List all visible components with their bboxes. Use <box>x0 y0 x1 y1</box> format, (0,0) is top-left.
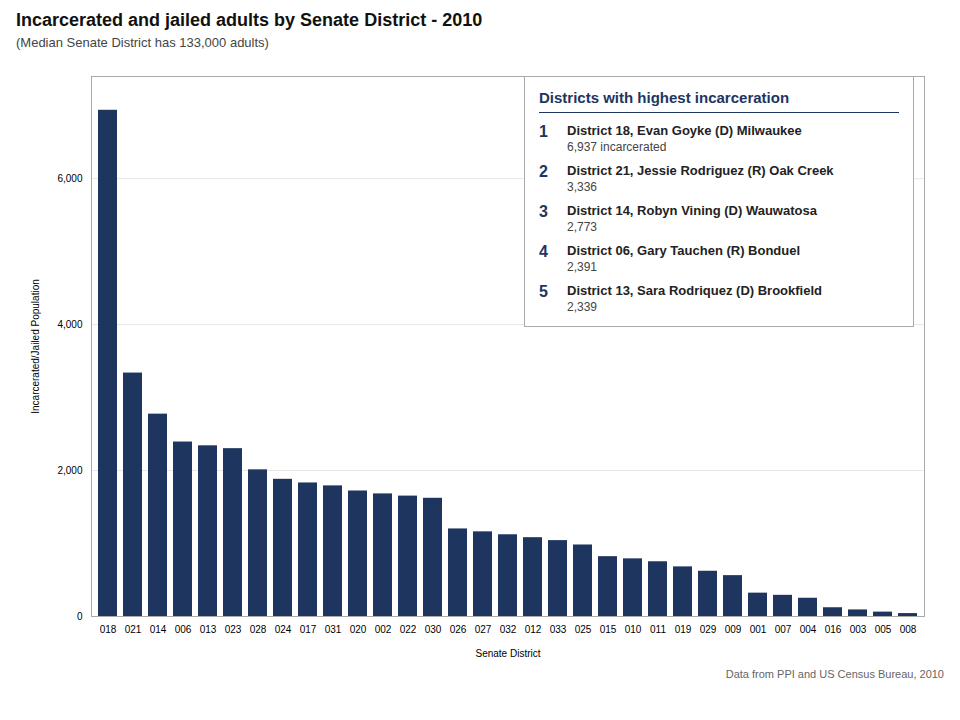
svg-text:024: 024 <box>275 624 292 635</box>
svg-text:004: 004 <box>800 624 817 635</box>
svg-text:2,000: 2,000 <box>57 465 82 476</box>
svg-text:021: 021 <box>125 624 142 635</box>
svg-text:002: 002 <box>375 624 392 635</box>
svg-text:4,000: 4,000 <box>57 319 82 330</box>
svg-text:026: 026 <box>450 624 467 635</box>
html-text:3,336: 3,336 <box>567 180 597 194</box>
svg-text:006: 006 <box>175 624 192 635</box>
svg-text:033: 033 <box>550 624 567 635</box>
svg-text:029: 029 <box>700 624 717 635</box>
html-text:1: 1 <box>539 123 548 140</box>
svg-text:031: 031 <box>325 624 342 635</box>
svg-text:013: 013 <box>200 624 217 635</box>
svg-text:011: 011 <box>650 624 666 635</box>
svg-text:030: 030 <box>425 624 442 635</box>
html-text:Data from PPI and US Census Bu: Data from PPI and US Census Bureau, 2010 <box>725 668 944 680</box>
svg-text:025: 025 <box>575 624 592 635</box>
html-text:4: 4 <box>539 243 548 260</box>
html-text:5: 5 <box>539 283 548 300</box>
svg-text:Senate District: Senate District <box>475 648 540 659</box>
svg-text:019: 019 <box>675 624 692 635</box>
svg-text:009: 009 <box>725 624 742 635</box>
svg-text:018: 018 <box>100 624 117 635</box>
svg-text:008: 008 <box>900 624 917 635</box>
html-text:2,339: 2,339 <box>567 300 597 314</box>
svg-text:Incarcerated/Jailed Population: Incarcerated/Jailed Population <box>30 279 41 414</box>
svg-text:020: 020 <box>350 624 367 635</box>
html-text:(Median Senate District has 13: (Median Senate District has 133,000 adul… <box>16 35 269 50</box>
svg-text:022: 022 <box>400 624 417 635</box>
svg-text:014: 014 <box>150 624 167 635</box>
html-text:2,773: 2,773 <box>567 220 597 234</box>
svg-text:023: 023 <box>225 624 242 635</box>
svg-text:027: 027 <box>475 624 492 635</box>
html-text:3: 3 <box>539 203 548 220</box>
html-text:2,391: 2,391 <box>567 260 597 274</box>
html-text:District 21, Jessie Rodriguez: District 21, Jessie Rodriguez (R) Oak Cr… <box>567 163 834 178</box>
svg-text:017: 017 <box>300 624 317 635</box>
svg-text:001: 001 <box>750 624 767 635</box>
html-text:Districts with highest incarce: Districts with highest incarceration <box>539 89 790 106</box>
html-text:6,937 incarcerated: 6,937 incarcerated <box>567 140 667 154</box>
svg-text:6,000: 6,000 <box>57 173 82 184</box>
svg-text:007: 007 <box>775 624 792 635</box>
html-text:District 06, Gary Tauchen (R): District 06, Gary Tauchen (R) Bonduel <box>567 243 801 258</box>
svg-text:028: 028 <box>250 624 267 635</box>
html-text:Incarcerated and jailed adults: Incarcerated and jailed adults by Senate… <box>16 10 483 30</box>
svg-text:0: 0 <box>77 611 83 622</box>
svg-text:032: 032 <box>500 624 517 635</box>
svg-text:012: 012 <box>525 624 542 635</box>
html-text:District 13, Sara Rodriquez (D: District 13, Sara Rodriquez (D) Brookfie… <box>567 283 822 298</box>
svg-text:005: 005 <box>875 624 892 635</box>
html-text:District 18, Evan Goyke (D) Mi: District 18, Evan Goyke (D) Milwaukee <box>567 123 802 138</box>
html-text:2: 2 <box>539 163 548 180</box>
svg-text:015: 015 <box>600 624 617 635</box>
svg-text:016: 016 <box>825 624 842 635</box>
svg-text:003: 003 <box>850 624 867 635</box>
svg-text:010: 010 <box>625 624 642 635</box>
html-text:District 14, Robyn Vining (D): District 14, Robyn Vining (D) Wauwatosa <box>567 203 817 218</box>
